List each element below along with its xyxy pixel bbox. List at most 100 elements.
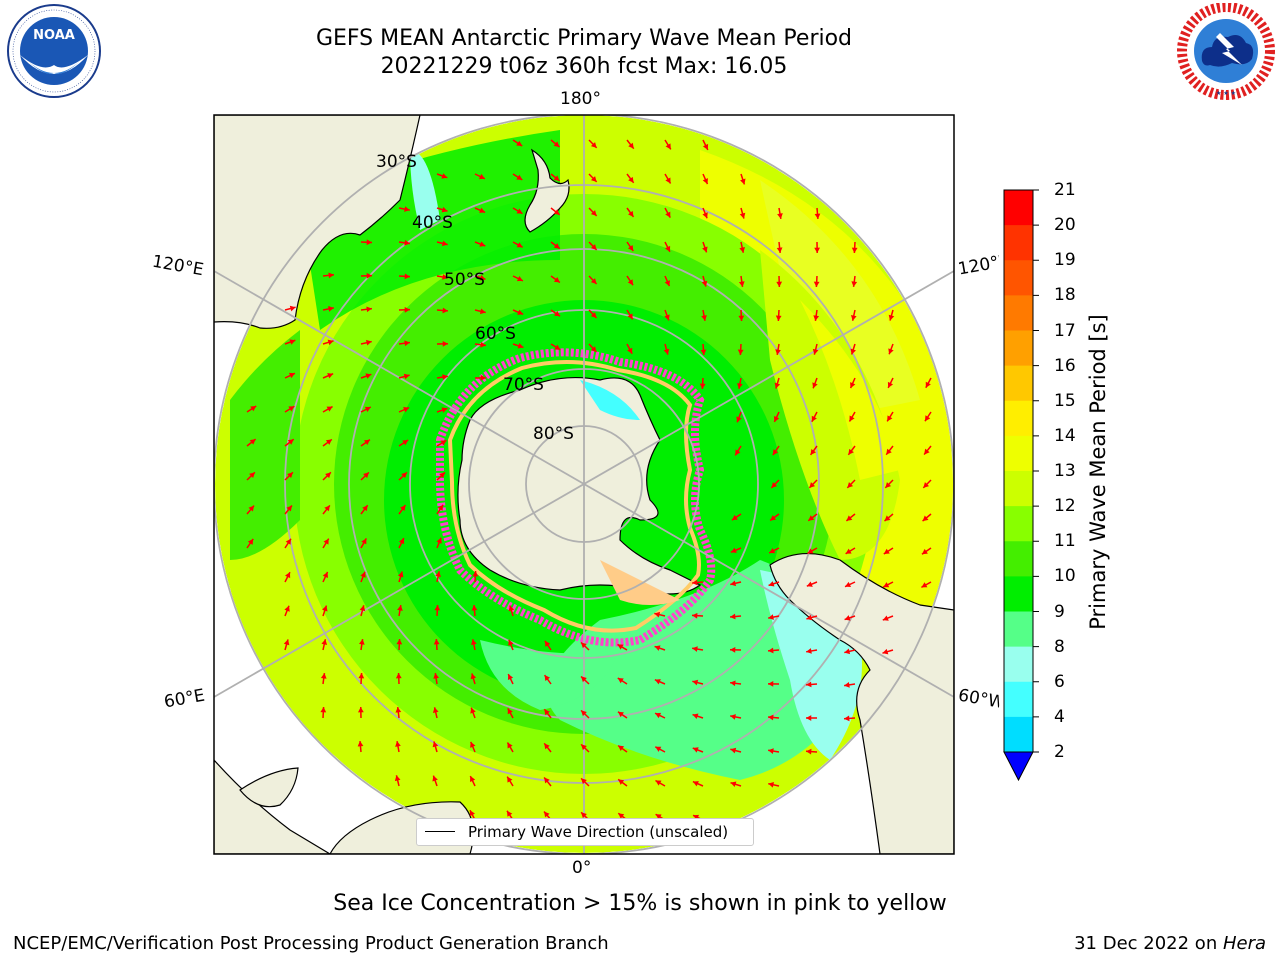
wave-arrow-head [395, 707, 402, 713]
wave-arrow-head [730, 714, 736, 720]
wave-arrow-head [364, 406, 371, 412]
wave-arrow-head [361, 538, 367, 545]
colorbar-segment [1004, 716, 1033, 753]
wave-arrow-head [441, 206, 448, 213]
wave-arrow-head [921, 548, 928, 555]
wave-arrow-head [924, 415, 931, 422]
wave-arrow-head [775, 349, 781, 355]
wave-arrow-head [738, 281, 745, 287]
wave-arrow-head [844, 715, 850, 722]
wave-arrow-head [730, 747, 737, 754]
colorbar-tick-label: 14 [1054, 425, 1076, 446]
wave-arrow-head [364, 439, 370, 446]
wave-arrow-head [507, 742, 513, 749]
wave-arrow-head [702, 178, 708, 185]
wave-arrow-head [617, 711, 624, 718]
colorbar-tick-label: 18 [1054, 285, 1076, 306]
wave-arrow-head [922, 515, 929, 522]
wave-arrow-head [470, 673, 477, 680]
wave-arrow-head [516, 174, 523, 180]
wave-arrow-head [544, 743, 550, 750]
wave-arrow-head [397, 571, 404, 578]
wave-arrow-head [737, 383, 743, 389]
wave-arrow-head [776, 281, 783, 287]
wave-arrow-head [327, 373, 334, 379]
svg-text:★ ★ ★: ★ ★ ★ [1216, 90, 1236, 97]
colorbar-tick-label: 16 [1054, 355, 1076, 376]
wave-arrow-head [470, 707, 476, 714]
wave-arrow-head [554, 344, 561, 350]
wave-arrow-head [692, 579, 698, 586]
wave-arrow-head [806, 748, 812, 755]
legend: Primary Wave Direction (unscaled) [416, 818, 754, 846]
wave-arrow-head [813, 315, 820, 321]
wave-arrow-head [434, 605, 441, 611]
wave-arrow-head [472, 571, 479, 577]
svg-text:NOAA: NOAA [33, 28, 75, 43]
colorbar-tick-label: 8 [1054, 636, 1065, 657]
wave-arrow-head [365, 339, 372, 346]
wave-arrow-head [590, 244, 597, 250]
wave-arrow-head [699, 383, 706, 389]
wave-arrow-head [701, 315, 707, 321]
wave-arrow-head [401, 472, 407, 479]
wave-arrow-head [320, 673, 327, 679]
wave-arrow-head [288, 372, 295, 379]
wave-arrow-head [628, 142, 634, 149]
wave-arrow-head [283, 639, 290, 646]
wave-arrow-head [325, 439, 332, 445]
wave-arrow-head [590, 210, 597, 216]
wave-arrow-head [692, 781, 699, 787]
wave-arrow-head [287, 472, 293, 479]
wave-arrow-head [810, 448, 816, 455]
wave-arrow-head [581, 710, 587, 717]
wave-arrow-head [435, 571, 441, 577]
wave-arrow-head [692, 747, 699, 753]
footer-credit: NCEP/EMC/Verification Post Processing Pr… [13, 933, 609, 954]
wave-arrow-head [845, 581, 852, 588]
lon-label-180: 180° [560, 89, 601, 109]
wave-arrow-head [851, 281, 858, 287]
wave-arrow-head [285, 538, 291, 545]
wave-arrow-head [628, 176, 634, 183]
wave-arrow-head [404, 306, 410, 313]
colorbar-tick-label: 10 [1054, 566, 1076, 587]
wave-arrow-head [617, 644, 624, 650]
wave-arrow-head [395, 741, 401, 747]
wave-arrow-head [471, 605, 478, 611]
colorbar-segment [1004, 435, 1033, 472]
wave-arrow-head [736, 416, 742, 423]
wave-arrow-head [882, 615, 889, 621]
wave-arrow-head [808, 515, 815, 521]
wave-arrow-head [403, 373, 410, 380]
colorbar-tick-label: 17 [1054, 320, 1076, 341]
wave-arrow-head [925, 381, 931, 388]
wave-arrow-head [806, 681, 812, 688]
wave-arrow-head [248, 505, 255, 512]
wave-arrow-head [882, 648, 889, 655]
wave-arrow-head [739, 247, 746, 253]
wave-arrow-head [814, 213, 821, 219]
wave-arrow-head [366, 306, 372, 313]
footer-date: 31 Dec 2022 on Hera [1074, 933, 1266, 954]
wave-arrow-head [396, 639, 403, 645]
wave-arrow-head [469, 810, 475, 817]
chart-title: GEFS MEAN Antarctic Primary Wave Mean Pe… [315, 26, 853, 51]
wave-arrow-head [247, 538, 254, 545]
wave-arrow-head [366, 239, 372, 246]
lat-label-30s: 30°S [376, 152, 417, 172]
wave-arrow-head [617, 678, 624, 684]
wave-arrow-head [850, 382, 856, 389]
wave-arrow-head [923, 482, 930, 488]
wave-arrow-head [327, 339, 334, 346]
wave-arrow-head [358, 639, 365, 645]
wave-arrow-head [921, 582, 928, 588]
wave-arrow-head [731, 514, 738, 521]
wave-arrow-head [771, 482, 778, 488]
wave-arrow-head [590, 346, 597, 353]
wave-arrow-head [664, 314, 670, 321]
wave-arrow-head [730, 613, 736, 620]
wave-arrow-head [628, 210, 634, 217]
wave-arrow-head [886, 448, 892, 455]
